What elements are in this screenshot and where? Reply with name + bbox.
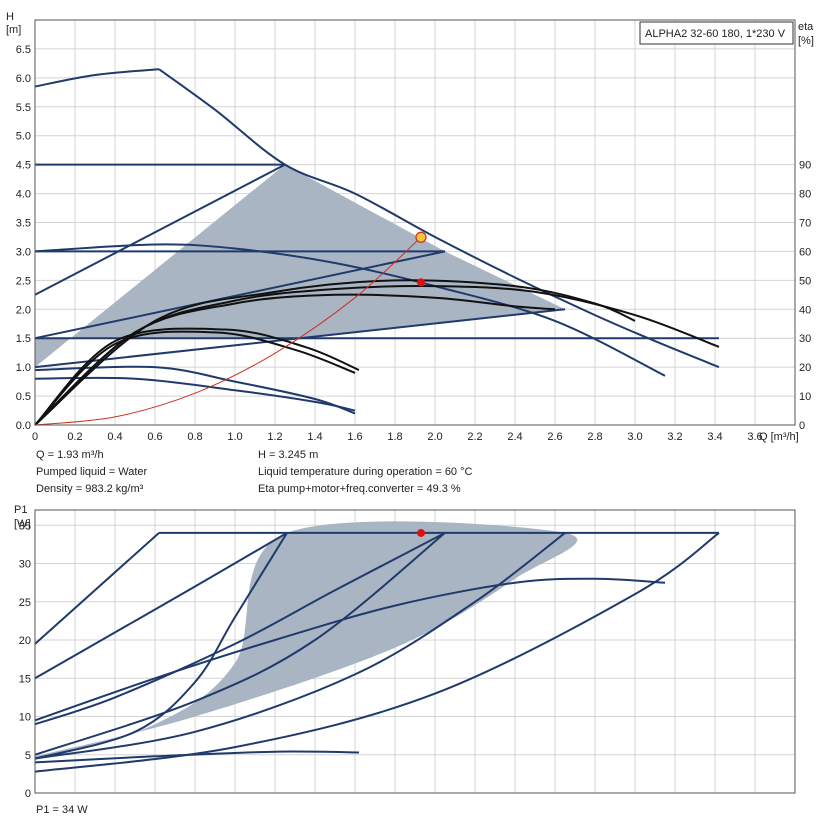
power-curve — [34, 532, 288, 680]
eta-y-tick-label: 10 — [799, 391, 811, 403]
power-y-tick-label: 30 — [19, 559, 31, 571]
efficiency-curve — [34, 279, 636, 426]
head-y-axis-label: H — [6, 11, 14, 23]
eta-axis-label: eta — [798, 21, 814, 33]
power-y-tick-label: 25 — [19, 597, 31, 609]
head-y-tick-label: 3.5 — [16, 218, 31, 230]
x-tick-label: 2.4 — [507, 431, 522, 443]
power-curve — [34, 532, 288, 760]
head-y-tick-label: 1.0 — [16, 362, 31, 374]
eta-y-tick-label: 50 — [799, 275, 811, 287]
operating-point-marker — [415, 231, 427, 243]
power-y-tick-label: 35 — [19, 520, 31, 532]
head-y-tick-label: 5.0 — [16, 131, 31, 143]
head-curve — [34, 243, 666, 377]
power-operating-range-area — [35, 521, 578, 759]
head-plot-frame — [34, 19, 796, 426]
x-tick-label: 1.6 — [347, 431, 362, 443]
efficiency-curve — [34, 285, 720, 426]
head-curve — [34, 308, 566, 369]
x-tick-label: 2.8 — [587, 431, 602, 443]
power-curve — [34, 532, 446, 756]
power-y-tick-label: 15 — [19, 673, 31, 685]
eta-y-tick-label: 0 — [799, 420, 805, 432]
power-y-tick-label: 5 — [25, 750, 31, 762]
power-plot-frame — [34, 509, 796, 794]
flow-readout: Q = 1.93 m³/h — [36, 449, 104, 461]
power-curve — [34, 532, 446, 726]
eta-y-tick-label: 90 — [799, 160, 811, 172]
x-tick-label: 1.4 — [307, 431, 322, 443]
x-tick-label: 1.8 — [387, 431, 402, 443]
x-tick-label: 0.4 — [107, 431, 122, 443]
head-curve — [34, 376, 356, 412]
x-axis-label: Q [m³/h] — [759, 431, 799, 443]
x-tick-label: 0.2 — [67, 431, 82, 443]
x-tick-label: 0.8 — [187, 431, 202, 443]
head-curve — [34, 365, 356, 415]
x-tick-label: 0 — [32, 431, 38, 443]
head-curve — [34, 250, 446, 340]
x-tick-label: 3.2 — [667, 431, 682, 443]
head-y-tick-label: 0.0 — [16, 420, 31, 432]
head-curve — [34, 68, 160, 88]
power-curve — [34, 532, 160, 645]
x-tick-label: 0.6 — [147, 431, 162, 443]
head-curve — [34, 163, 286, 296]
x-tick-label: 3.4 — [707, 431, 722, 443]
pump-model-title: ALPHA2 32-60 180, 1*230 V — [645, 28, 786, 40]
head-y-tick-label: 3.0 — [16, 246, 31, 258]
title-box — [639, 21, 794, 45]
pumped-liquid-readout: Pumped liquid = Water — [36, 466, 148, 478]
eta-y-tick-label: 40 — [799, 304, 811, 316]
head-y-tick-label: 5.5 — [16, 102, 31, 114]
efficiency-curve — [34, 327, 360, 426]
x-tick-label: 3.0 — [627, 431, 642, 443]
power-y-axis-label: P1 — [14, 504, 27, 516]
x-tick-label: 2.0 — [427, 431, 442, 443]
head-curve — [158, 68, 720, 369]
head-y-tick-label: 2.0 — [16, 304, 31, 316]
x-tick-label: 1.2 — [267, 431, 282, 443]
head-y-tick-label: 4.5 — [16, 160, 31, 172]
power-y-tick-label: 20 — [19, 635, 31, 647]
eta-y-tick-label: 20 — [799, 362, 811, 374]
liquid-temperature-readout: Liquid temperature during operation = 60… — [258, 466, 473, 478]
system-curve — [34, 236, 422, 426]
head-readout: H = 3.245 m — [258, 449, 319, 461]
eta-y-tick-label: 30 — [799, 333, 811, 345]
power-curve — [34, 532, 720, 773]
eta-y-tick-label: 70 — [799, 218, 811, 230]
power-operating-point-marker — [417, 528, 425, 537]
power-curve — [34, 750, 360, 764]
power-curve — [34, 532, 566, 760]
x-tick-label: 3.6 — [747, 431, 762, 443]
power-readout: P1 = 34 W — [36, 804, 88, 816]
efficiency-curve — [34, 330, 356, 426]
head-y-axis-unit: [m] — [6, 24, 21, 36]
efficiency-readout: Eta pump+motor+freq.converter = 49.3 % — [258, 483, 461, 495]
eta-y-tick-label: 60 — [799, 246, 811, 258]
power-y-tick-label: 10 — [19, 712, 31, 724]
head-y-tick-label: 6.0 — [16, 73, 31, 85]
eta-y-tick-label: 80 — [799, 189, 811, 201]
head-y-tick-label: 6.5 — [16, 44, 31, 56]
x-tick-label: 2.6 — [547, 431, 562, 443]
x-tick-label: 2.2 — [467, 431, 482, 443]
power-y-tick-label: 0 — [25, 788, 31, 800]
x-tick-label: 1.0 — [227, 431, 242, 443]
power-chart: 0 5 10 15 20 25 30 35 P1 [W] — [14, 504, 796, 800]
head-chart: 0.0 0.5 1.0 1.5 2.0 2.5 3.0 3.5 4.0 4.5 5.0 5.5 6.0 6… — [6, 11, 814, 443]
head-y-tick-label: 4.0 — [16, 189, 31, 201]
power-y-axis-unit: [W] — [14, 518, 31, 530]
head-y-tick-label: 1.5 — [16, 333, 31, 345]
power-curve — [34, 577, 666, 722]
efficiency-point-marker — [417, 278, 425, 287]
head-y-tick-label: 0.5 — [16, 391, 31, 403]
head-y-tick-label: 2.5 — [16, 275, 31, 287]
density-readout: Density = 983.2 kg/m³ — [36, 483, 144, 495]
eta-axis-unit: [%] — [798, 35, 814, 47]
